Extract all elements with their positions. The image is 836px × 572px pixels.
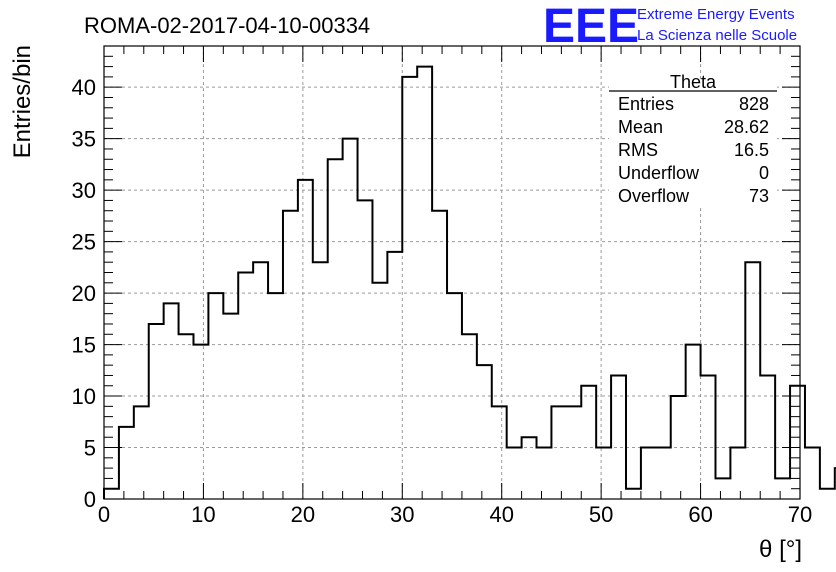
stats-box-bg: [609, 79, 777, 208]
histogram-bin: [104, 489, 119, 499]
stats-value-rms: 16.5: [734, 140, 769, 160]
x-tick-label: 40: [489, 502, 513, 527]
histogram-bin: [656, 448, 671, 499]
histogram-bin: [119, 427, 134, 499]
histogram-bin: [611, 375, 626, 499]
stats-label-entries: Entries: [618, 94, 674, 114]
x-tick-label: 70: [788, 502, 812, 527]
y-tick-label: 10: [72, 384, 96, 409]
y-tick-labels: 0 5 10 15 20 25 30 35 40: [72, 75, 96, 512]
histogram-bin: [372, 283, 387, 499]
y-tick-label: 15: [72, 333, 96, 358]
histogram-bin: [343, 139, 358, 499]
stats-value-entries: 828: [739, 94, 769, 114]
histogram-bin: [730, 448, 745, 499]
stats-title: Theta: [670, 72, 717, 92]
eee-logo-mark: EEE: [543, 0, 639, 53]
histogram-bin: [313, 262, 328, 499]
histogram-bin: [402, 77, 417, 499]
histogram-bin: [223, 314, 238, 499]
stats-value-underflow: 0: [759, 163, 769, 183]
stats-value-mean: 28.62: [724, 117, 769, 137]
stats-label-mean: Mean: [618, 117, 663, 137]
histogram-bin: [805, 448, 820, 499]
x-axis-label: θ [°]: [759, 536, 802, 563]
y-tick-label: 20: [72, 281, 96, 306]
histogram-bin: [596, 448, 611, 499]
y-tick-label: 5: [84, 436, 96, 461]
y-tick-label: 25: [72, 230, 96, 255]
histogram-bin: [671, 396, 686, 499]
histogram-bin: [328, 159, 343, 499]
histogram-bin: [715, 478, 730, 499]
histogram-bin: [149, 324, 164, 499]
histogram-bin: [134, 406, 149, 499]
histogram-outline: [103, 65, 836, 499]
histogram-bin: [477, 365, 492, 499]
y-tick-label: 40: [72, 75, 96, 100]
histogram-bin: [581, 386, 596, 499]
x-tick-label: 20: [291, 502, 315, 527]
stats-label-underflow: Underflow: [618, 163, 700, 183]
histogram-bin: [537, 448, 552, 499]
histogram-bin: [745, 262, 760, 499]
histogram-bin: [566, 406, 581, 499]
histogram-bin: [760, 375, 775, 499]
histogram-bin: [686, 345, 701, 499]
histogram-bin: [820, 489, 835, 499]
histogram-bin: [551, 406, 566, 499]
x-tick-labels: 0 10 20 30 40 50 60 70: [98, 502, 812, 527]
histogram-bin: [417, 67, 432, 499]
x-tick-label: 50: [589, 502, 613, 527]
histogram-bin: [522, 437, 537, 499]
stats-box: Theta Entries 828 Mean 28.62 RMS 16.5 Un…: [609, 72, 777, 208]
histogram-bin: [387, 252, 402, 499]
chart-title: ROMA-02-2017-04-10-00334: [84, 13, 370, 38]
x-tick-label: 30: [390, 502, 414, 527]
histogram-bin: [701, 375, 716, 499]
axis-ticks: [103, 45, 801, 500]
x-tick-label: 10: [191, 502, 215, 527]
histogram-bin: [208, 293, 223, 499]
y-tick-label: 30: [72, 178, 96, 203]
histogram-bin: [179, 334, 194, 499]
y-tick-label: 0: [84, 487, 96, 512]
histogram-bin: [253, 262, 268, 499]
eee-logo: EEE Extreme Energy Events La Scienza nel…: [543, 0, 797, 53]
histogram: [103, 65, 836, 500]
stats-value-overflow: 73: [749, 186, 769, 206]
x-tick-label: 60: [688, 502, 712, 527]
histogram-bin: [193, 345, 208, 499]
y-axis-label: Entries/bin: [9, 45, 36, 158]
histogram-bin: [358, 200, 373, 499]
histogram-bin: [283, 211, 298, 499]
eee-logo-line1: Extreme Energy Events: [637, 6, 795, 23]
x-tick-label: 0: [98, 502, 110, 527]
histogram-bin: [641, 448, 656, 499]
histogram-bin: [626, 489, 641, 499]
histogram-bin: [507, 448, 522, 499]
histogram-bin: [298, 180, 313, 499]
histogram-bin: [790, 386, 805, 499]
histogram-bin: [238, 273, 253, 500]
stats-label-overflow: Overflow: [618, 186, 690, 206]
y-tick-label: 35: [72, 127, 96, 152]
histogram-bin: [462, 334, 477, 499]
histogram-bin: [164, 303, 179, 499]
histogram-bin: [492, 406, 507, 499]
histogram-bin: [775, 478, 790, 499]
eee-logo-line2: La Scienza nelle Scuole: [637, 27, 797, 44]
histogram-bin: [432, 211, 447, 499]
stats-label-rms: RMS: [618, 140, 658, 160]
